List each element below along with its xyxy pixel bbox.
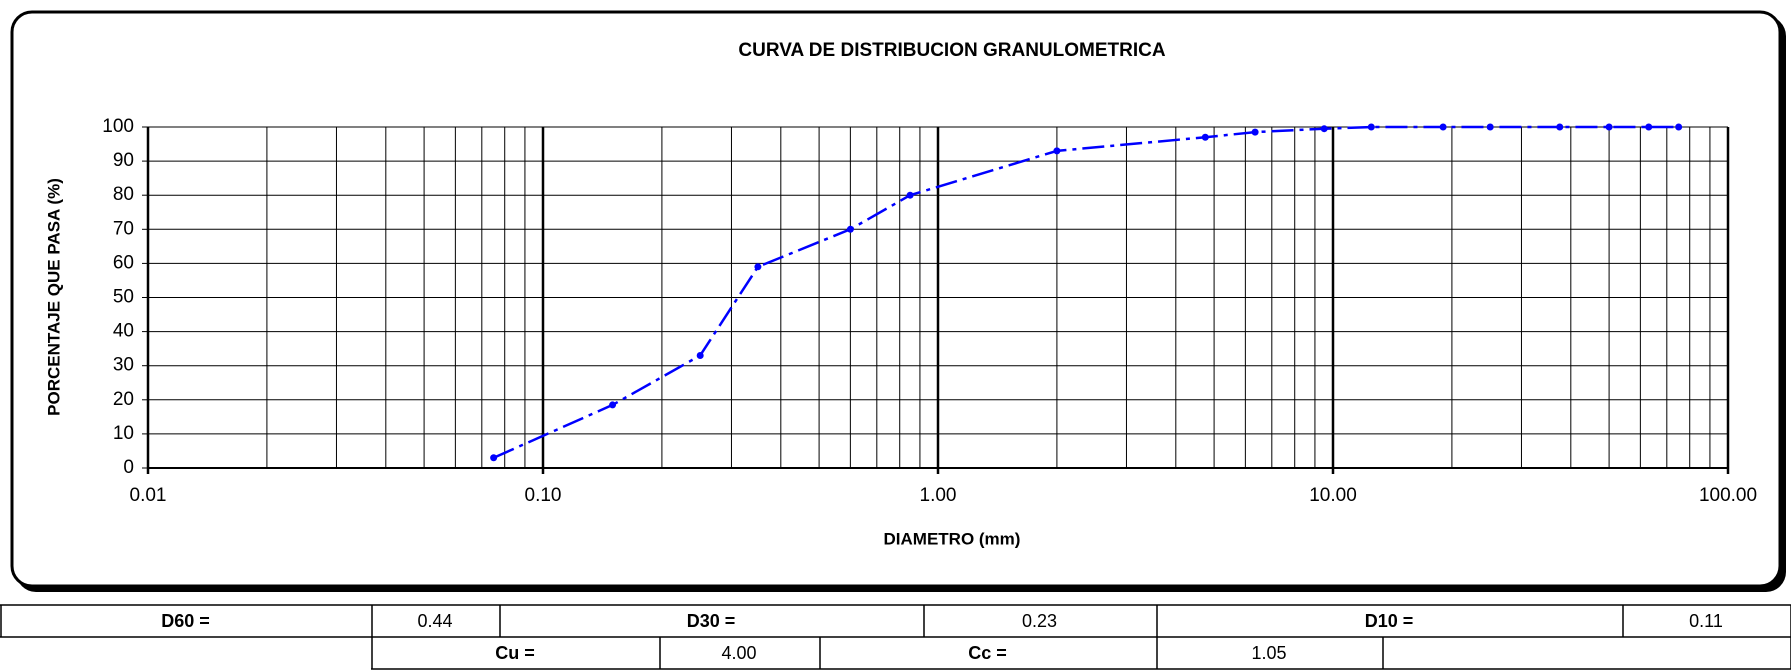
y-tick-label: 60 [113,252,134,273]
y-tick-label: 30 [113,355,134,376]
data-point [1645,123,1653,131]
data-point [1556,123,1564,131]
x-tick-label: 0.10 [525,485,562,506]
data-point [1675,123,1683,131]
data-point [846,225,854,233]
table-cell: 1.05 [1251,643,1286,663]
data-point [1605,123,1613,131]
x-tick-label: 100.00 [1699,485,1757,506]
y-tick-label: 50 [113,287,134,308]
y-tick-label: 10 [113,423,134,444]
data-point [1251,128,1259,136]
data-point [609,401,617,409]
data-point [1201,133,1209,141]
data-point [1486,123,1494,131]
table-cell: D10 = [1365,611,1414,631]
frame [10,10,1782,588]
data-point [1320,125,1328,133]
y-axis-label: PORCENTAJE QUE PASA (%) [44,178,63,416]
data-point [1367,123,1375,131]
y-tick-label: 100 [102,116,134,137]
y-tick-label: 40 [113,321,134,342]
y-tick-label: 0 [123,457,134,478]
data-point [490,454,498,462]
x-tick-label: 10.00 [1309,485,1357,506]
table-cell: D30 = [687,611,736,631]
x-tick-label: 1.00 [920,485,957,506]
table-cell: Cc = [968,643,1007,663]
table-cell: Cu = [495,643,535,663]
data-point [1053,147,1061,155]
x-axis-label: DIAMETRO (mm) [884,529,1021,548]
table-cell: 0.44 [417,611,452,631]
chart-title: CURVA DE DISTRIBUCION GRANULOMETRICA [738,40,1165,61]
y-tick-label: 20 [113,389,134,410]
y-tick-label: 90 [113,150,134,171]
y-tick-label: 80 [113,184,134,205]
x-tick-label: 0.01 [130,485,167,506]
data-point [696,351,704,359]
y-tick-label: 70 [113,218,134,239]
data-point [1439,123,1447,131]
table-cell: 4.00 [721,643,756,663]
table-cell: D60 = [161,611,210,631]
table-cell: 0.11 [1689,611,1723,631]
table-cell: 0.23 [1022,611,1057,631]
data-point [906,191,914,199]
data-point [754,263,762,271]
